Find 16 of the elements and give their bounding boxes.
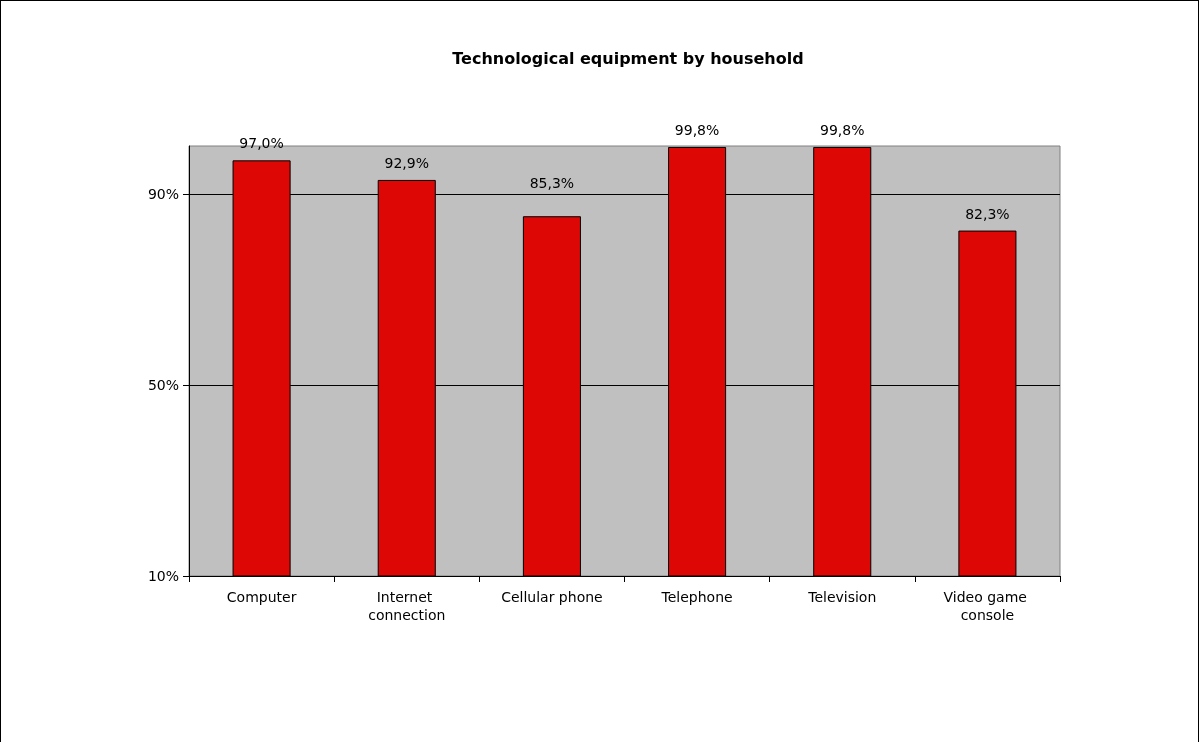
data-label: 99,8%: [820, 121, 865, 138]
x-tick-label: Video game console: [943, 589, 1032, 623]
data-label: 99,8%: [674, 121, 720, 138]
y-tick-label: 50%: [147, 376, 179, 393]
x-tick-label: Computer: [226, 589, 297, 605]
data-label: 85,3%: [529, 174, 575, 191]
x-tick-label: Internet connection: [368, 589, 446, 623]
x-tick-label: Television: [807, 589, 877, 605]
data-label: 92,9%: [384, 154, 429, 171]
chart-title: Technological equipment by household: [452, 48, 804, 68]
data-label: 97,0%: [239, 135, 284, 152]
y-tick-label: 10%: [147, 568, 179, 584]
y-tick-label: 90%: [147, 185, 179, 202]
x-tick-label: Cellular phone: [501, 589, 603, 605]
data-label: 82,3%: [965, 205, 1010, 222]
x-tick-label: Telephone: [660, 589, 733, 605]
